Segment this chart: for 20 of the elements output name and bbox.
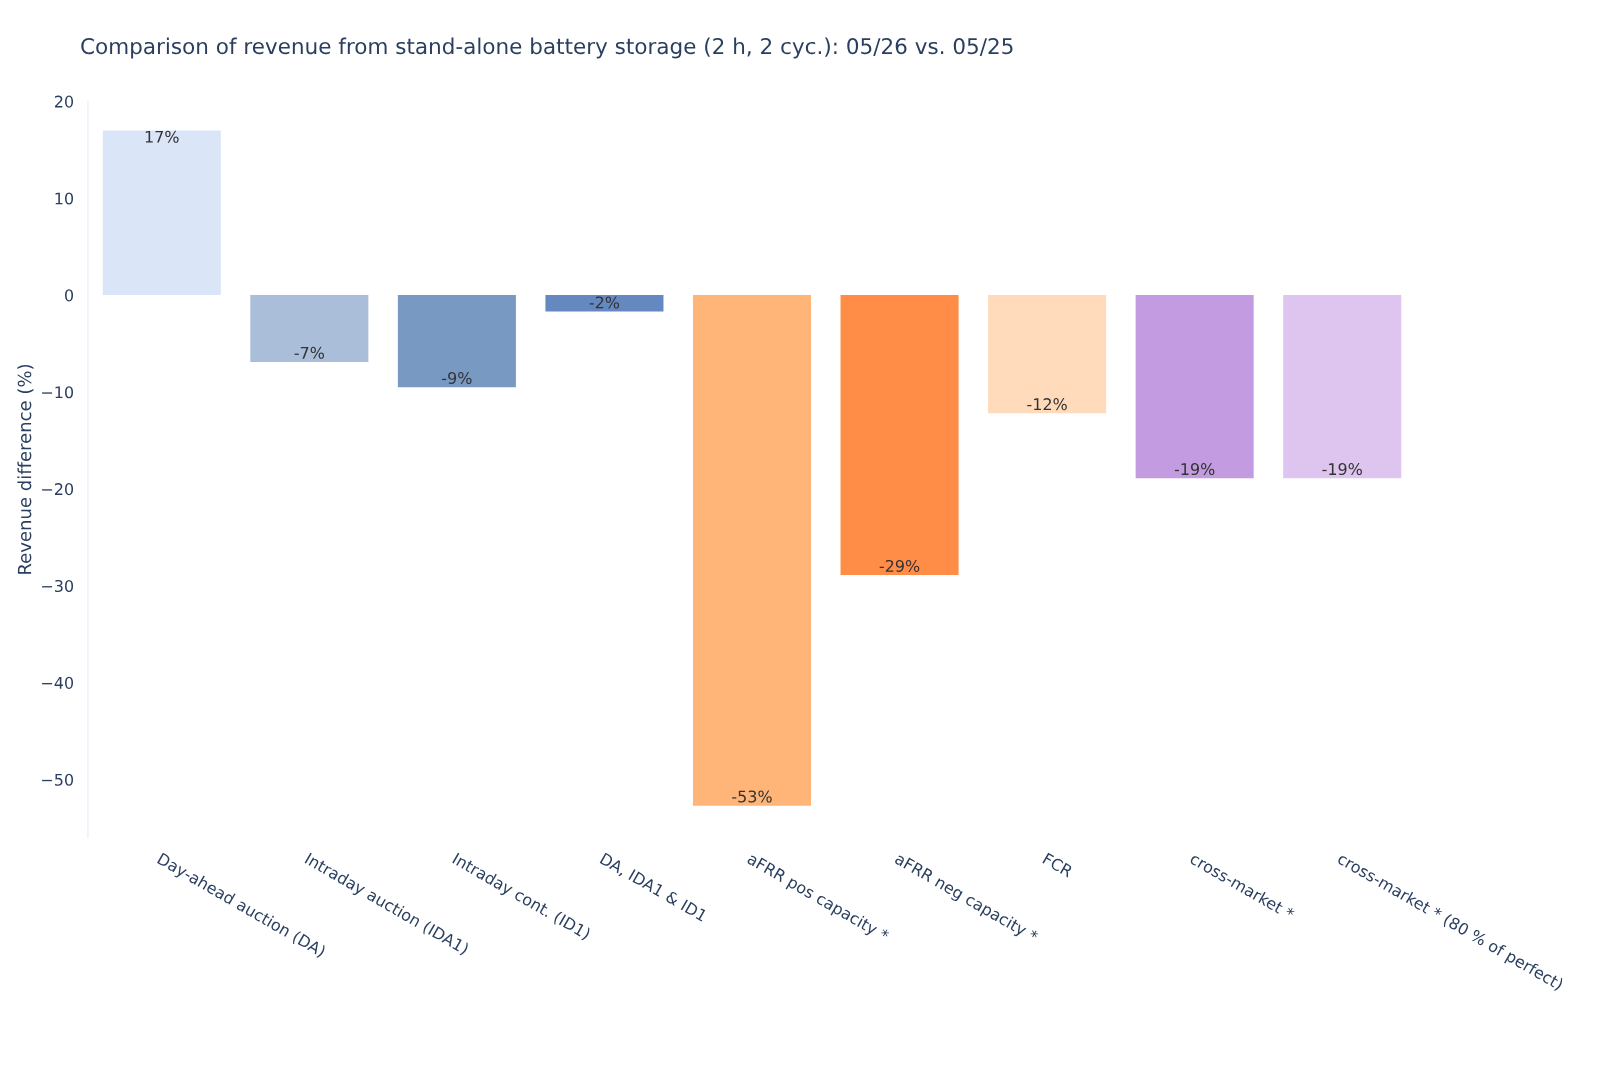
y-tick-label: −10	[42, 386, 74, 399]
data-label: -19%	[1174, 463, 1215, 476]
y-tick-label: −20	[42, 483, 74, 496]
y-tick-label: −50	[42, 773, 74, 786]
data-label: -19%	[1322, 463, 1362, 476]
data-label: -29%	[879, 559, 920, 572]
data-label: -12%	[1027, 398, 1067, 411]
y-tick-label: 20	[54, 95, 74, 108]
x-tick-label: FCR	[1042, 852, 1074, 878]
data-label: 17%	[145, 130, 179, 143]
chart-title: Comparison of revenue from stand-alone battery storage (2 h, 2 cyc.): 05/26 vs. 05/25	[81, 37, 1013, 59]
data-label: -53%	[732, 790, 772, 803]
y-axis-title: Revenue difference (%)	[17, 364, 34, 574]
y-tick-label: −30	[42, 579, 74, 593]
data-label: -9%	[442, 371, 472, 385]
data-label: -7%	[294, 346, 324, 359]
y-tick-label: 10	[55, 192, 74, 205]
y-tick-label: 0	[65, 289, 74, 302]
data-label: -2%	[589, 296, 620, 309]
y-tick-label: −40	[42, 676, 74, 689]
